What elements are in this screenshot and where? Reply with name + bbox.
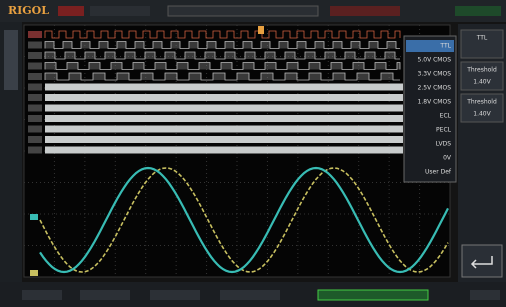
digital-bus: [45, 136, 403, 143]
logo: RIGOL: [8, 4, 49, 17]
channel-label-box: [28, 126, 42, 133]
usb-icon: [470, 290, 500, 300]
digital-bus: [45, 94, 403, 101]
timebase-box: [90, 6, 150, 16]
ch2-box[interactable]: [80, 290, 130, 300]
trigger-box: [330, 6, 400, 16]
digital-bus: [45, 126, 403, 133]
ch4-box[interactable]: [220, 290, 280, 300]
digital-bus: [45, 84, 403, 91]
digital-bus: [45, 115, 403, 122]
channel-label-box: [28, 73, 42, 80]
menu-item[interactable]: PECL: [436, 127, 452, 134]
page: RIGOL TTL 5.0V CMOS 3.3V CMOS 2.5V CMOS 1.8V…: [0, 0, 506, 307]
digital-bus: [45, 105, 403, 112]
channel-label-box: [28, 147, 42, 154]
menu-item[interactable]: 3.3V CMOS: [418, 71, 452, 78]
status-box: [58, 6, 84, 16]
menu-item[interactable]: TTL: [439, 43, 451, 50]
menu-item[interactable]: 5.0V CMOS: [418, 57, 452, 64]
channel-label-box: [28, 31, 42, 38]
ch3-box[interactable]: [150, 290, 200, 300]
channel-label-box: [28, 63, 42, 70]
menu-item[interactable]: ECL: [440, 113, 452, 120]
ch1-box[interactable]: [22, 290, 62, 300]
menu-item[interactable]: 0V: [443, 155, 452, 162]
side-menu: TTL Threshold 1.40V Threshold 1.40V: [461, 30, 503, 122]
digital-bus: [45, 147, 403, 154]
back-button[interactable]: [462, 245, 502, 277]
side-item-label: Threshold: [466, 67, 497, 74]
menu-item[interactable]: 2.5V CMOS: [418, 85, 452, 92]
menu-item[interactable]: 1.8V CMOS: [418, 99, 452, 106]
memory-bar: [168, 6, 318, 16]
channel-label-box: [28, 52, 42, 59]
menu-item[interactable]: User Def: [425, 169, 452, 176]
channel-label-box: [28, 115, 42, 122]
side-item-label: Threshold: [466, 99, 497, 106]
side-item-value: 1.40V: [473, 111, 491, 118]
la-box[interactable]: [318, 290, 428, 300]
side-item-value: 1.40V: [473, 79, 491, 86]
channel-label-box: [28, 42, 42, 49]
trigger-marker: [258, 26, 264, 34]
ch1-marker: [30, 214, 38, 220]
ch2-marker: [30, 270, 38, 276]
channel-label-box: [28, 94, 42, 101]
channel-label-box: [28, 105, 42, 112]
screen: RIGOL TTL 5.0V CMOS 3.3V CMOS 2.5V CMOS 1.8V…: [0, 0, 506, 307]
channel-label-box: [28, 84, 42, 91]
side-item-label: TTL: [476, 35, 488, 42]
status-icons: [455, 6, 501, 16]
menu-item[interactable]: LVDS: [436, 141, 451, 148]
left-tab[interactable]: [4, 30, 18, 90]
channel-label-box: [28, 136, 42, 143]
